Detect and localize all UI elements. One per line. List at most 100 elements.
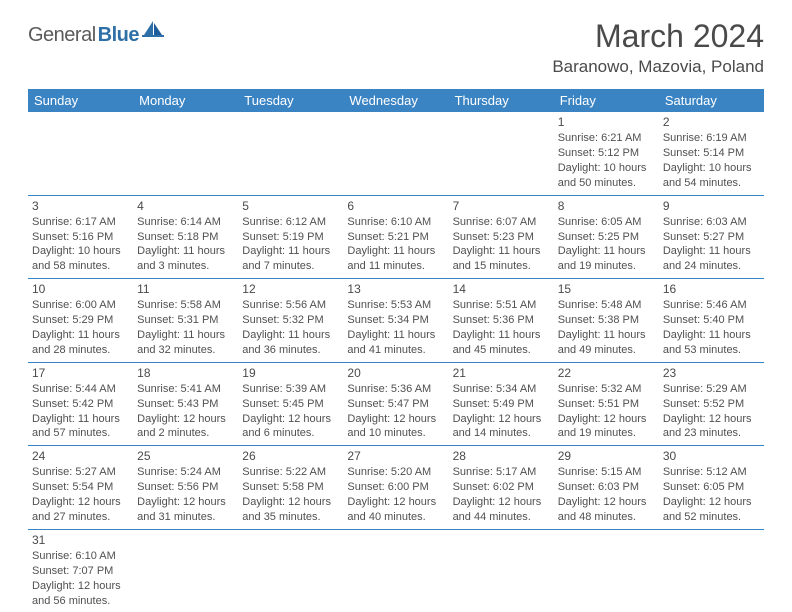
calendar-table: SundayMondayTuesdayWednesdayThursdayFrid… <box>28 89 764 612</box>
sunrise-line: Sunrise: 5:53 AM <box>347 298 444 313</box>
daylight-line-1: Daylight: 11 hours <box>137 244 234 259</box>
daylight-line-1: Daylight: 10 hours <box>32 244 129 259</box>
day-info: Sunrise: 5:44 AMSunset: 5:42 PMDaylight:… <box>32 382 129 441</box>
sunrise-line: Sunrise: 5:56 AM <box>242 298 339 313</box>
weekday-header: Sunday <box>28 89 133 112</box>
sunrise-line: Sunrise: 5:51 AM <box>453 298 550 313</box>
sunrise-line: Sunrise: 5:32 AM <box>558 382 655 397</box>
day-info: Sunrise: 5:20 AMSunset: 6:00 PMDaylight:… <box>347 465 444 524</box>
sunrise-line: Sunrise: 6:21 AM <box>558 131 655 146</box>
day-info: Sunrise: 5:48 AMSunset: 5:38 PMDaylight:… <box>558 298 655 357</box>
location: Baranowo, Mazovia, Poland <box>552 57 764 77</box>
daylight-line-1: Daylight: 11 hours <box>242 244 339 259</box>
day-number: 2 <box>663 114 760 130</box>
day-info: Sunrise: 5:27 AMSunset: 5:54 PMDaylight:… <box>32 465 129 524</box>
daylight-line-2: and 11 minutes. <box>347 259 444 274</box>
calendar-body: 1Sunrise: 6:21 AMSunset: 5:12 PMDaylight… <box>28 112 764 612</box>
day-number: 9 <box>663 198 760 214</box>
day-number: 8 <box>558 198 655 214</box>
sunset-line: Sunset: 5:47 PM <box>347 397 444 412</box>
daylight-line-1: Daylight: 12 hours <box>663 495 760 510</box>
day-info: Sunrise: 5:32 AMSunset: 5:51 PMDaylight:… <box>558 382 655 441</box>
brand-part2: Blue <box>98 24 139 47</box>
calendar-day-cell: 2Sunrise: 6:19 AMSunset: 5:14 PMDaylight… <box>659 112 764 195</box>
daylight-line-2: and 14 minutes. <box>453 426 550 441</box>
day-number: 21 <box>453 365 550 381</box>
day-number: 27 <box>347 448 444 464</box>
sunrise-line: Sunrise: 5:27 AM <box>32 465 129 480</box>
daylight-line-2: and 6 minutes. <box>242 426 339 441</box>
calendar-week-row: 10Sunrise: 6:00 AMSunset: 5:29 PMDayligh… <box>28 279 764 363</box>
sunset-line: Sunset: 5:56 PM <box>137 480 234 495</box>
calendar-day-cell: 19Sunrise: 5:39 AMSunset: 5:45 PMDayligh… <box>238 362 343 446</box>
calendar-day-cell: 27Sunrise: 5:20 AMSunset: 6:00 PMDayligh… <box>343 446 448 530</box>
daylight-line-1: Daylight: 12 hours <box>242 412 339 427</box>
sunrise-line: Sunrise: 5:48 AM <box>558 298 655 313</box>
day-info: Sunrise: 5:24 AMSunset: 5:56 PMDaylight:… <box>137 465 234 524</box>
weekday-header: Thursday <box>449 89 554 112</box>
calendar-day-cell: 12Sunrise: 5:56 AMSunset: 5:32 PMDayligh… <box>238 279 343 363</box>
daylight-line-2: and 54 minutes. <box>663 176 760 191</box>
calendar-empty-cell <box>238 112 343 195</box>
day-info: Sunrise: 5:53 AMSunset: 5:34 PMDaylight:… <box>347 298 444 357</box>
sunrise-line: Sunrise: 6:19 AM <box>663 131 760 146</box>
calendar-day-cell: 25Sunrise: 5:24 AMSunset: 5:56 PMDayligh… <box>133 446 238 530</box>
daylight-line-2: and 58 minutes. <box>32 259 129 274</box>
day-info: Sunrise: 6:12 AMSunset: 5:19 PMDaylight:… <box>242 215 339 274</box>
calendar-day-cell: 17Sunrise: 5:44 AMSunset: 5:42 PMDayligh… <box>28 362 133 446</box>
day-info: Sunrise: 5:29 AMSunset: 5:52 PMDaylight:… <box>663 382 760 441</box>
calendar-empty-cell <box>343 529 448 612</box>
daylight-line-2: and 27 minutes. <box>32 510 129 525</box>
sunset-line: Sunset: 5:19 PM <box>242 230 339 245</box>
day-info: Sunrise: 5:56 AMSunset: 5:32 PMDaylight:… <box>242 298 339 357</box>
day-number: 14 <box>453 281 550 297</box>
daylight-line-1: Daylight: 11 hours <box>453 244 550 259</box>
calendar-day-cell: 16Sunrise: 5:46 AMSunset: 5:40 PMDayligh… <box>659 279 764 363</box>
sunset-line: Sunset: 6:02 PM <box>453 480 550 495</box>
sunset-line: Sunset: 5:40 PM <box>663 313 760 328</box>
calendar-day-cell: 30Sunrise: 5:12 AMSunset: 6:05 PMDayligh… <box>659 446 764 530</box>
day-info: Sunrise: 6:21 AMSunset: 5:12 PMDaylight:… <box>558 131 655 190</box>
daylight-line-1: Daylight: 11 hours <box>558 328 655 343</box>
day-number: 11 <box>137 281 234 297</box>
sunset-line: Sunset: 5:34 PM <box>347 313 444 328</box>
day-number: 28 <box>453 448 550 464</box>
day-info: Sunrise: 5:36 AMSunset: 5:47 PMDaylight:… <box>347 382 444 441</box>
daylight-line-2: and 24 minutes. <box>663 259 760 274</box>
sunrise-line: Sunrise: 5:41 AM <box>137 382 234 397</box>
day-number: 5 <box>242 198 339 214</box>
calendar-empty-cell <box>554 529 659 612</box>
calendar-day-cell: 23Sunrise: 5:29 AMSunset: 5:52 PMDayligh… <box>659 362 764 446</box>
sunset-line: Sunset: 5:23 PM <box>453 230 550 245</box>
day-info: Sunrise: 6:17 AMSunset: 5:16 PMDaylight:… <box>32 215 129 274</box>
sunrise-line: Sunrise: 5:15 AM <box>558 465 655 480</box>
calendar-week-row: 1Sunrise: 6:21 AMSunset: 5:12 PMDaylight… <box>28 112 764 195</box>
calendar-empty-cell <box>28 112 133 195</box>
daylight-line-1: Daylight: 11 hours <box>32 328 129 343</box>
day-number: 30 <box>663 448 760 464</box>
day-number: 23 <box>663 365 760 381</box>
sunrise-line: Sunrise: 6:00 AM <box>32 298 129 313</box>
calendar-day-cell: 8Sunrise: 6:05 AMSunset: 5:25 PMDaylight… <box>554 195 659 279</box>
daylight-line-2: and 50 minutes. <box>558 176 655 191</box>
sunrise-line: Sunrise: 5:17 AM <box>453 465 550 480</box>
sunset-line: Sunset: 5:54 PM <box>32 480 129 495</box>
day-number: 15 <box>558 281 655 297</box>
day-info: Sunrise: 5:58 AMSunset: 5:31 PMDaylight:… <box>137 298 234 357</box>
daylight-line-2: and 7 minutes. <box>242 259 339 274</box>
day-number: 7 <box>453 198 550 214</box>
brand-logo: General Blue <box>28 24 164 47</box>
day-number: 10 <box>32 281 129 297</box>
day-info: Sunrise: 6:14 AMSunset: 5:18 PMDaylight:… <box>137 215 234 274</box>
daylight-line-2: and 35 minutes. <box>242 510 339 525</box>
sunset-line: Sunset: 5:32 PM <box>242 313 339 328</box>
daylight-line-1: Daylight: 10 hours <box>663 161 760 176</box>
sunset-line: Sunset: 5:16 PM <box>32 230 129 245</box>
daylight-line-2: and 45 minutes. <box>453 343 550 358</box>
day-number: 24 <box>32 448 129 464</box>
daylight-line-1: Daylight: 12 hours <box>242 495 339 510</box>
day-info: Sunrise: 5:41 AMSunset: 5:43 PMDaylight:… <box>137 382 234 441</box>
day-info: Sunrise: 6:00 AMSunset: 5:29 PMDaylight:… <box>32 298 129 357</box>
calendar-day-cell: 22Sunrise: 5:32 AMSunset: 5:51 PMDayligh… <box>554 362 659 446</box>
daylight-line-2: and 19 minutes. <box>558 259 655 274</box>
